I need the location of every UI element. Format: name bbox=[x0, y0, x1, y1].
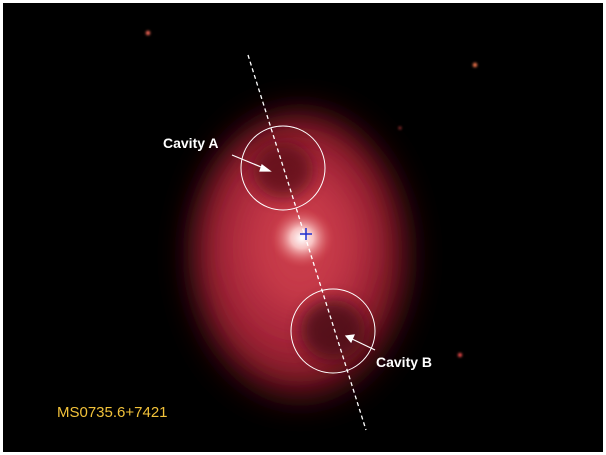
cavity-b-label: Cavity B bbox=[376, 354, 432, 370]
cluster-emission bbox=[195, 115, 405, 395]
cavity-a-label: Cavity A bbox=[163, 135, 219, 151]
object-name: MS0735.6+7421 bbox=[57, 404, 168, 421]
xray-image: Cavity A Cavity B MS0735.6+7421 bbox=[0, 0, 606, 455]
